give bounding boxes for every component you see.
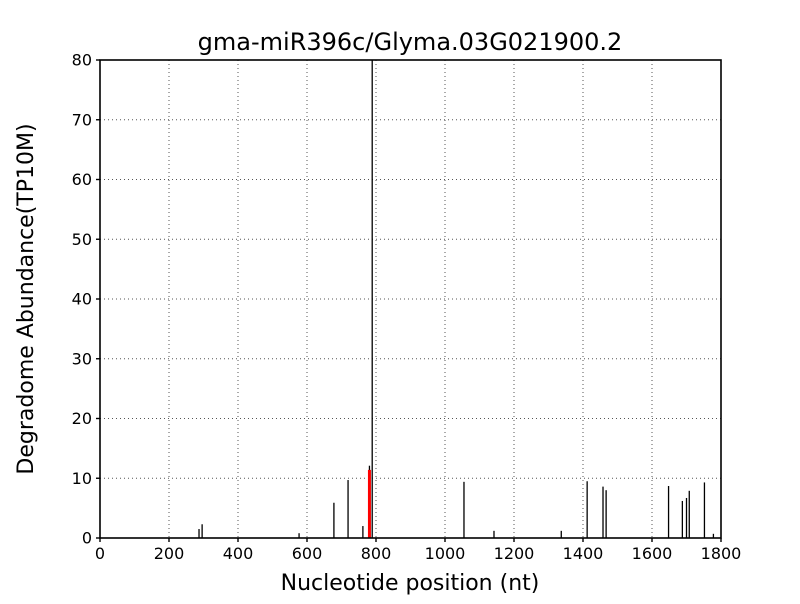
grid-layer — [100, 60, 721, 538]
y-tick-label: 20 — [72, 409, 92, 428]
y-tick-label: 30 — [72, 349, 92, 368]
x-tick-label: 1200 — [494, 544, 535, 563]
x-tick-label: 1600 — [632, 544, 673, 563]
x-tick-label: 400 — [223, 544, 254, 563]
y-tick-label: 10 — [72, 469, 92, 488]
chart-title: gma-miR396c/Glyma.03G021900.2 — [198, 28, 623, 56]
y-axis-label: Degradome Abundance(TP10M) — [14, 123, 39, 474]
y-tick-label: 40 — [72, 290, 92, 309]
axis-ticks-layer — [96, 59, 722, 542]
y-tick-label: 0 — [82, 529, 92, 548]
y-tick-label: 60 — [72, 170, 92, 189]
plot-border — [99, 59, 722, 539]
x-tick-label: 200 — [154, 544, 185, 563]
x-tick-label: 0 — [95, 544, 105, 563]
x-tick-label: 1000 — [425, 544, 466, 563]
x-tick-label: 1400 — [563, 544, 604, 563]
x-tick-label: 600 — [292, 544, 323, 563]
x-axis-label: Nucleotide position (nt) — [281, 571, 540, 596]
degradome-spikes-layer — [198, 60, 715, 538]
y-tick-label: 80 — [72, 51, 92, 70]
x-tick-label: 800 — [361, 544, 392, 563]
x-tick-label: 1800 — [701, 544, 742, 563]
y-tick-label: 50 — [72, 230, 92, 249]
y-tick-label: 70 — [72, 110, 92, 129]
tick-labels-layer: 0 200 400 600 800 1000 1200 1400 1600 1800 0 10 20 30… — [72, 51, 742, 564]
